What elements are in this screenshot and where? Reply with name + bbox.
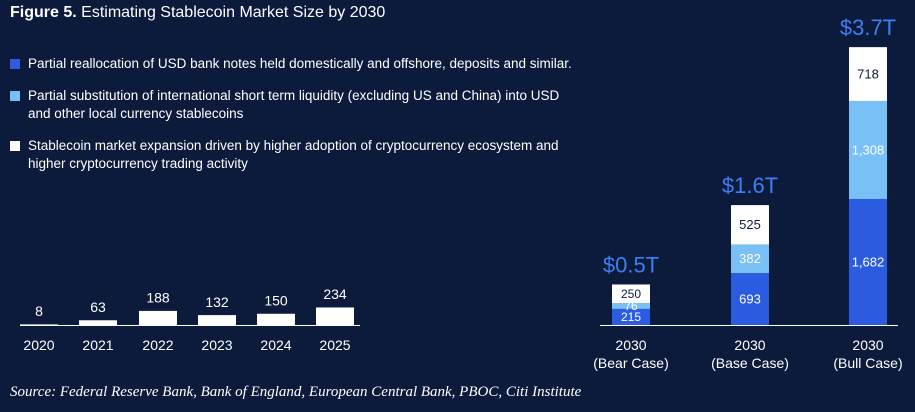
legend-item: Partial substitution of international sh… xyxy=(10,87,580,123)
source: Source: Federal Reserve Bank, Bank of En… xyxy=(10,384,582,400)
data-label: 1,682 xyxy=(852,254,885,269)
data-label: 132 xyxy=(205,294,229,310)
total-label: $1.6T xyxy=(722,173,778,198)
bar-segment xyxy=(257,313,295,325)
title-label: Figure 5. xyxy=(10,4,77,21)
bar-segment xyxy=(612,303,650,309)
bar-segment xyxy=(612,308,650,325)
legend-swatch xyxy=(10,141,20,151)
title-text: Estimating Stablecoin Market Size by 203… xyxy=(81,4,386,21)
x-tick-label: 2021 xyxy=(82,337,114,353)
data-label: 693 xyxy=(739,291,761,306)
bar-segment xyxy=(316,307,354,325)
legend-label: Partial reallocation of USD bank notes h… xyxy=(28,56,572,71)
x-tick-label: 2030 (Bear Case) xyxy=(593,337,669,371)
data-label: 382 xyxy=(739,251,761,266)
legend-item: Stablecoin market expansion driven by hi… xyxy=(10,137,580,173)
legend-swatch xyxy=(10,59,20,69)
legend-label: Stablecoin market expansion driven by hi… xyxy=(28,138,559,171)
total-label: $3.7T xyxy=(840,15,896,40)
data-label: 525 xyxy=(739,217,761,232)
data-label: 188 xyxy=(146,290,170,306)
x-tick-label: 2020 xyxy=(23,337,55,353)
x-tick-label: 2030 (Base Case) xyxy=(711,337,789,371)
x-tick-label: 2022 xyxy=(142,337,174,353)
legend-label: Partial substitution of international sh… xyxy=(28,88,560,121)
bar-segment xyxy=(198,315,236,325)
bar-segment xyxy=(20,324,58,325)
data-label: 718 xyxy=(857,66,879,81)
data-label: 1,308 xyxy=(852,142,885,157)
bar-segment xyxy=(849,100,887,199)
data-label: 150 xyxy=(264,292,288,308)
bar-segment xyxy=(79,320,117,325)
total-label: $0.5T xyxy=(603,252,659,277)
data-label: 250 xyxy=(621,287,641,301)
data-label: 8 xyxy=(35,303,43,319)
bar-segment xyxy=(849,47,887,101)
data-label: 215 xyxy=(621,310,641,324)
bar-segment xyxy=(849,198,887,325)
data-label: 234 xyxy=(323,286,347,302)
bar-segment xyxy=(139,310,177,325)
legend-item: Partial reallocation of USD bank notes h… xyxy=(10,55,580,73)
legend: Partial reallocation of USD bank notes h… xyxy=(10,55,580,187)
bar-segment xyxy=(612,284,650,304)
bar-segment xyxy=(731,244,769,274)
x-tick-label: 2025 xyxy=(319,337,351,353)
bar-segment xyxy=(731,205,769,245)
x-tick-label: 2023 xyxy=(201,337,233,353)
x-tick-label: 2024 xyxy=(260,337,292,353)
legend-swatch xyxy=(10,91,20,101)
bar-segment xyxy=(731,273,769,325)
data-label: 63 xyxy=(90,299,106,315)
x-tick-label: 2030 (Bull Case) xyxy=(833,337,903,371)
chart-title: Figure 5. Estimating Stablecoin Market S… xyxy=(10,4,385,22)
